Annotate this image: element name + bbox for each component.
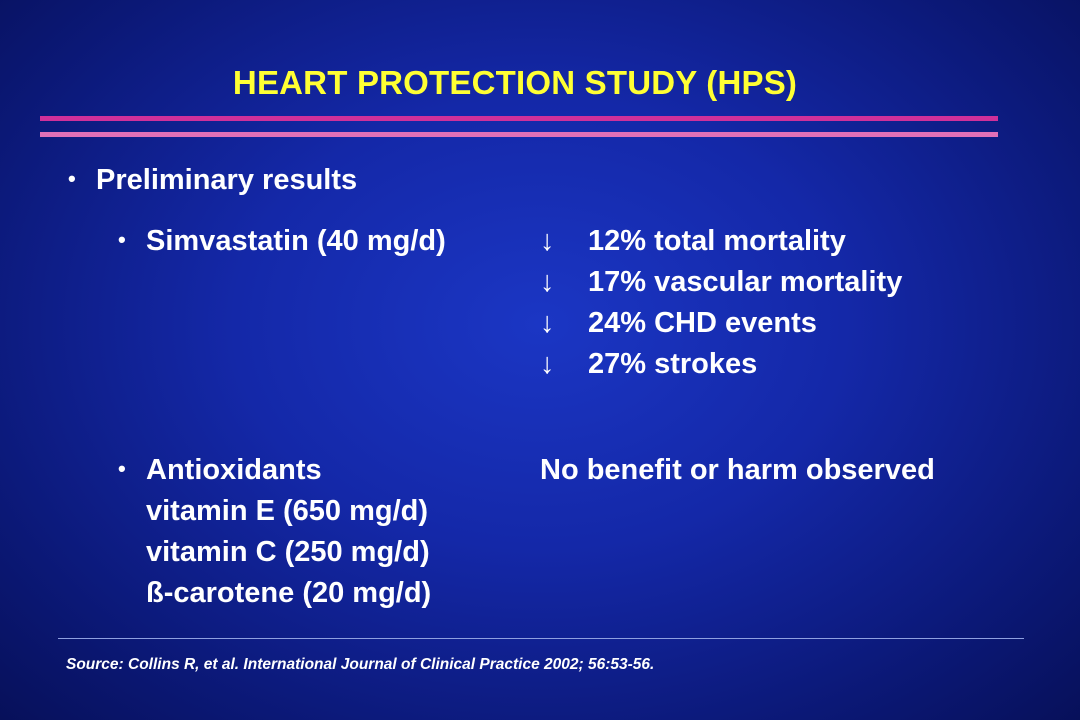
bullet-icon: •	[118, 227, 126, 252]
down-arrow-icon: ↓	[540, 266, 555, 298]
antioxidants-result: No benefit or harm observed	[540, 454, 935, 486]
slide-title: HEART PROTECTION STUDY (HPS)	[232, 64, 798, 101]
section-heading: Preliminary results	[96, 164, 358, 196]
simvastatin-result-row: ↓ 24% CHD events	[540, 303, 817, 344]
antioxidant-item: vitamin C (250 mg/d)	[146, 536, 430, 568]
title-underline-top	[40, 116, 998, 121]
simvastatin-result: 27% strokes	[588, 348, 758, 380]
bullet-icon: •	[118, 456, 126, 481]
simvastatin-label: Simvastatin (40 mg/d)	[146, 225, 446, 257]
antioxidant-item: ß-carotene (20 mg/d)	[146, 577, 432, 609]
bullet-icon: •	[68, 166, 76, 191]
down-arrow-icon: ↓	[540, 225, 555, 257]
simvastatin-result: 17% vascular mortality	[588, 266, 903, 298]
footer-divider	[58, 638, 1024, 639]
simvastatin-result-row: ↓ 17% vascular mortality	[540, 262, 902, 303]
title-underline-bottom	[40, 132, 998, 137]
simvastatin-result: 24% CHD events	[588, 307, 817, 339]
down-arrow-icon: ↓	[540, 307, 555, 339]
antioxidants-label: Antioxidants	[146, 454, 322, 486]
simvastatin-result: 12% total mortality	[588, 225, 846, 257]
down-arrow-icon: ↓	[540, 348, 555, 380]
simvastatin-result-row: ↓ 12% total mortality	[540, 221, 846, 262]
antioxidant-item: vitamin E (650 mg/d)	[146, 495, 429, 527]
source-citation: Source: Collins R, et al. International …	[66, 656, 655, 673]
simvastatin-result-row: ↓ 27% strokes	[540, 344, 757, 385]
